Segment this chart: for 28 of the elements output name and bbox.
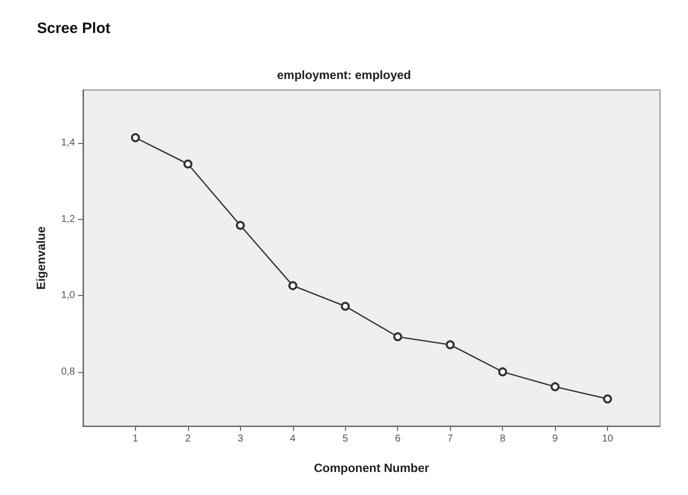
y-axis-title: Eigenvalue [34, 226, 48, 290]
point [288, 281, 298, 290]
x-tick-label: 3 [238, 434, 244, 444]
x-axis-title: Component Number [314, 461, 430, 475]
x-tick-label: 6 [394, 434, 401, 444]
x-tick-label: 5 [342, 434, 348, 444]
point [446, 340, 455, 350]
point [130, 133, 140, 142]
point [183, 159, 192, 168]
x-tick-label: 10 [602, 434, 614, 444]
chart-subtitle: employment: employed [276, 68, 412, 82]
y-tick-label: 1,2 [61, 214, 76, 225]
x-tick-label: 1 [132, 434, 139, 444]
point [603, 394, 612, 404]
point [393, 332, 402, 342]
point [236, 220, 245, 230]
y-tick-label: 1,0 [61, 290, 76, 302]
y-tick-label: 0,8 [61, 366, 76, 378]
point [498, 367, 508, 376]
point [340, 302, 350, 311]
x-tick-label: 7 [447, 434, 454, 444]
x-tick-label: 2 [185, 434, 192, 444]
x-tick-label: 8 [500, 434, 506, 444]
y-tick-label: 1,4 [61, 138, 76, 149]
x-tick-label: 4 [290, 434, 296, 444]
chart-title: Scree Plot [37, 20, 110, 37]
x-tick-label: 9 [552, 434, 558, 444]
point [550, 382, 560, 392]
